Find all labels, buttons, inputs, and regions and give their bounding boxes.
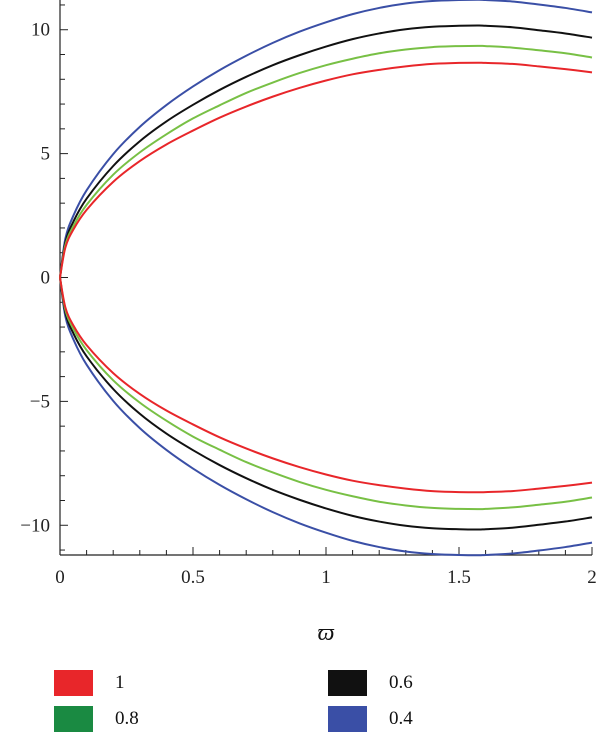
axes: 0 0.5 1 1.5 2 10 5 0 −5 −10 [20,0,597,588]
legend-item-0-6: 0.6 [328,670,413,696]
x-tick-label: 0 [55,567,65,588]
series-0-8-lower-line [59,277,593,511]
x-tick-label: 0.5 [181,567,205,588]
legend-label: 0.8 [115,708,139,729]
legend-swatch-blue [328,706,367,732]
legend-label: 1 [115,672,125,693]
legend: 1 0.6 0.8 0.4 [0,664,600,734]
series-1-lower-line [59,277,593,494]
y-tick-label: −10 [20,515,50,536]
legend-item-0-8: 0.8 [54,706,139,732]
series-0-6-upper-line [59,24,593,278]
y-tick-label: 10 [31,20,50,41]
y-tick-label: 5 [41,144,51,165]
legend-swatch-green [54,706,93,732]
legend-swatch-red [54,670,93,696]
y-ticks: 10 5 0 −5 −10 [20,4,68,551]
x-axis-title: ϖ [318,620,335,646]
y-tick-label: 0 [41,268,51,289]
legend-item-0-4: 0.4 [328,706,413,732]
series-0-6-lower-line [59,277,593,531]
series-0-4-upper-line [59,0,593,278]
series-0-8-upper-line [59,44,593,278]
series-0-4-lower-line [59,277,593,557]
x-tick-label: 2 [587,567,597,588]
y-tick-label: −5 [30,391,50,412]
legend-item-1: 1 [54,670,125,696]
series-1-upper-line [59,61,593,278]
legend-label: 0.4 [389,708,413,729]
chart-plot: 0 0.5 1 1.5 2 10 5 0 −5 −10 ϖ [20,0,597,646]
legend-label: 0.6 [389,672,413,693]
series-layer [59,0,593,557]
x-ticks: 0 0.5 1 1.5 2 [55,547,597,588]
x-tick-label: 1 [321,567,331,588]
x-tick-label: 1.5 [447,567,471,588]
legend-swatch-black [328,670,367,696]
